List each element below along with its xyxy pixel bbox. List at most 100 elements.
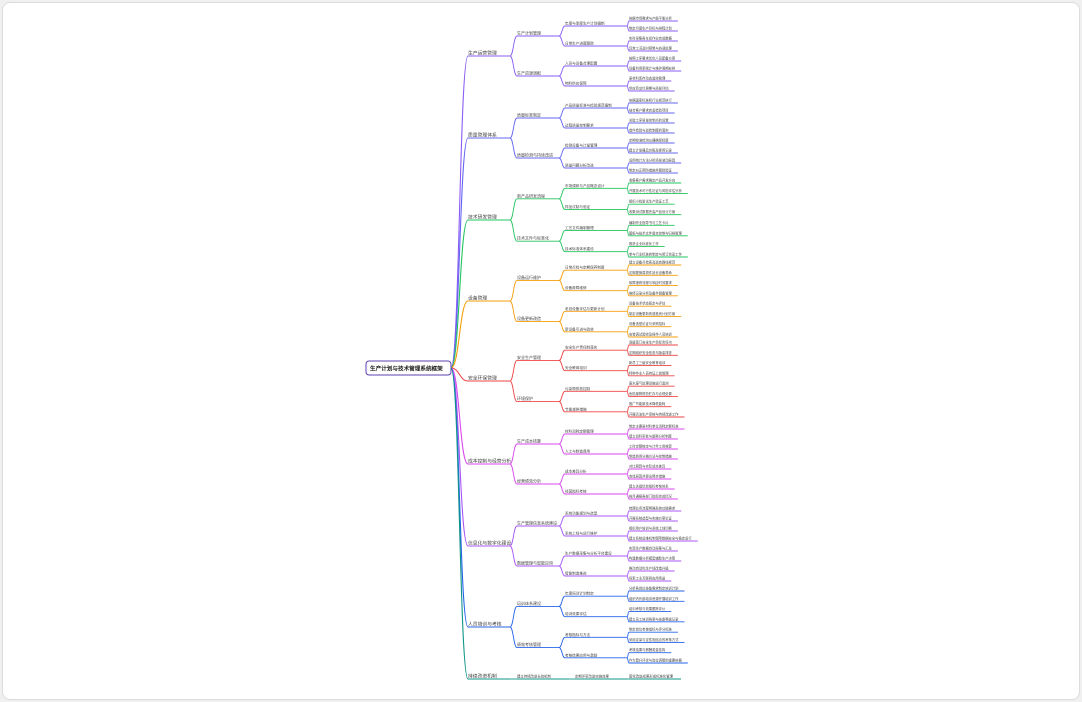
branch-6-sub-2-item-2-label[interactable]: 经营指标考核 [565,489,587,494]
branch-6-label[interactable]: 成本控制与经营分析 [468,458,511,465]
branch-2-sub-1-item-1-label[interactable]: 产品质量标准与检验规范编制 [565,103,612,108]
branch-2-sub-1-item-1-leaf-1-label[interactable]: 依据国家标准和行业规范执行 [629,98,673,103]
branch-2-sub-2-item-2-label[interactable]: 质量问题分析改进 [565,163,594,168]
root-node[interactable]: 生产计划与技术管理系统框架 [365,360,452,376]
branch-1-sub-2-item-1-leaf-2-label[interactable]: 设备利用率统计与维护周期安排 [629,66,676,71]
branch-2-sub-2-item-1-label[interactable]: 检测设备与计量管理 [565,143,598,148]
branch-3-sub-2-item-1-leaf-2-label[interactable]: 图纸与技术文件版本控制与归档管理 [629,230,682,235]
branch-5-sub-1-label[interactable]: 安全生产管理 [517,354,541,360]
branch-4-sub-1-item-2-leaf-2-label[interactable]: 维修记录分析及备件储备管理 [629,290,673,295]
branch-3-sub-1-label[interactable]: 新产品研发流程 [517,192,545,198]
branch-1-sub-2-item-1-leaf-1-label[interactable]: 按照工序要求优化人员配备方案 [629,56,676,61]
branch-3-sub-1-item-1-leaf-1-label[interactable]: 收集客户需求确定产品开发方向 [629,178,675,183]
branch-7-sub-2-label[interactable]: 数据管理与智能应用 [517,560,553,566]
branch-1-sub-1-label[interactable]: 生产计划管理 [517,30,541,36]
branch-5-sub-1-item-2-leaf-2-label[interactable]: 特种作业人员持证上岗管理 [629,370,669,375]
branch-1-sub-2-item-2-leaf-2-label[interactable]: 供应商交付周期与质量评估 [629,86,669,91]
branch-4-sub-1-item-1-leaf-2-label[interactable]: 定期更换易损件延长设备寿命 [629,270,673,275]
branch-4-sub-2-label[interactable]: 设备更新改造 [517,315,541,321]
branch-6-sub-2-item-2-leaf-2-label[interactable]: 按月通报各部门指标完成情况 [629,494,673,499]
branch-1-sub-2-item-2-leaf-1-label[interactable]: 原材料库存动态监控管理 [629,76,666,81]
branch-1-sub-2-item-2-label[interactable]: 物料供应保障 [565,81,587,86]
branch-8-sub-1-item-1-leaf-2-label[interactable]: 组织内外部培训资源开展培训工作 [629,596,679,601]
branch-6-sub-2-label[interactable]: 经营绩效分析 [517,478,541,484]
branch-1-sub-2-item-1-label[interactable]: 人员与设备合理配置 [565,61,598,66]
branch-6-sub-1-item-2-leaf-1-label[interactable]: 工时定额核定与计件工资核算 [629,444,673,449]
branch-6-sub-1-item-1-leaf-1-label[interactable]: 制定主要原材料单位消耗定额标准 [629,424,679,429]
branch-3-label[interactable]: 技术研发管理 [468,214,497,221]
branch-7-sub-1-item-1-leaf-2-label[interactable]: 开展系统选型与实施方案论证 [629,516,673,521]
branch-1-sub-1-item-1-leaf-2-label[interactable]: 制定月度生产目标与排程计划 [629,26,672,31]
branch-4-sub-1-item-1-leaf-1-label[interactable]: 建立设备点检表及巡查路线规范 [629,260,676,265]
branch-3-sub-2-item-2-leaf-2-label[interactable]: 参与行业标准的制定与修订完善工作 [629,252,682,257]
branch-1-sub-1-item-1-label[interactable]: 年度与季度生产计划编制 [565,21,605,26]
branch-5-sub-1-item-2-leaf-1-label[interactable]: 新员工三级安全教育培训 [629,360,666,365]
branch-4-sub-1-item-1-label[interactable]: 日常点检与定期保养制度 [565,265,605,270]
branch-7-sub-1-label[interactable]: 生产管理信息系统建设 [517,520,557,526]
branch-7-label[interactable]: 信息化与数字化建设 [468,540,511,547]
branch-7-sub-2-item-1-label[interactable]: 生产数据采集与分析平台建设 [565,551,612,556]
branch-2-label[interactable]: 质量管理体系 [468,132,497,139]
branch-4-sub-2-item-2-label[interactable]: 新设备引进与验收 [565,326,594,331]
branch-5-sub-2-item-1-label[interactable]: 污染物排放控制 [565,386,591,391]
branch-8-sub-1-item-1-label[interactable]: 年度培训计划制定 [565,591,594,596]
branch-1-sub-1-item-2-label[interactable]: 日常生产进度跟踪 [565,41,594,46]
branch-7-sub-1-item-2-leaf-2-label[interactable]: 建立系统运维机制保障数据安全与稳定运行 [629,536,692,541]
branch-5-sub-1-item-2-label[interactable]: 安全教育培训 [565,365,587,370]
branch-4-sub-2-item-2-leaf-2-label[interactable]: 安装调试验收及操作人员培训 [629,332,673,337]
branch-5-sub-2-item-2-leaf-2-label[interactable]: 开展清洁生产审核与持续改进工作 [629,412,679,417]
branch-2-sub-1-item-1-leaf-2-label[interactable]: 结合客户要求完善检验项目 [629,108,669,113]
branch-5-sub-2-label[interactable]: 环境保护 [517,395,533,401]
branch-8-sub-1-item-1-leaf-1-label[interactable]: 分析各岗位技能需求制定培训计划 [629,586,678,591]
branch-3-sub-1-item-1-leaf-2-label[interactable]: 开展技术可行性论证与风险评估分析 [629,188,682,193]
branch-6-sub-1-label[interactable]: 生产成本核算 [517,438,541,444]
branch-4-sub-2-item-1-leaf-2-label[interactable]: 制定设备更新改造投资计划方案 [629,311,676,316]
branch-9-chain-3-label[interactable]: 固化改进成果形成标准化管理 [629,674,674,679]
branch-8-sub-2-label[interactable]: 绩效考核管理 [517,641,541,647]
branch-5-sub-2-item-2-label[interactable]: 节能减排措施 [565,406,587,411]
branch-2-sub-1-item-2-leaf-2-label[interactable]: 首件检验与巡检制度的落实 [629,128,669,133]
branch-3-sub-1-item-2-leaf-1-label[interactable]: 组织小批量试生产验证工艺 [629,199,669,204]
branch-9-chain-1-label[interactable]: 建立持续改进长效机制 [517,674,552,679]
branch-5-label[interactable]: 安全环保管理 [468,375,497,382]
branch-8-sub-2-item-1-leaf-2-label[interactable]: 采用定量与定性相结合的考核方式 [629,637,679,642]
branch-3-sub-1-item-2-label[interactable]: 样品试制与验证 [565,204,591,209]
branch-3-sub-1-item-2-leaf-2-label[interactable]: 收集测试数据完善产品设计方案 [629,209,676,214]
branch-5-sub-1-item-1-leaf-2-label[interactable]: 定期组织安全检查与隐患排查 [629,350,673,355]
branch-6-sub-1-item-1-leaf-2-label[interactable]: 建立领料审批与超耗分析制度 [629,434,673,439]
branch-2-sub-1-item-2-leaf-1-label[interactable]: 关键工序质量控制点的设置 [629,118,669,123]
branch-1-sub-1-item-1-leaf-1-label[interactable]: 依据市场需求与产能平衡分析 [629,16,673,21]
branch-9-chain-2-label[interactable]: 定期评审改进实施效果 [575,674,610,679]
branch-2-sub-2-item-1-leaf-1-label[interactable]: 定期校准检测仪器确保精度 [629,138,669,143]
branch-1-label[interactable]: 生产运营管理 [468,50,497,57]
branch-5-sub-2-item-2-leaf-1-label[interactable]: 推广节能新技术降低能耗 [629,401,666,406]
branch-7-sub-2-item-1-leaf-2-label[interactable]: 构建数据分析模型辅助生产决策 [629,556,676,561]
branch-8-sub-2-item-1-leaf-1-label[interactable]: 制定岗位考核指标与评分标准 [629,627,673,632]
branch-2-sub-2-label[interactable]: 质量检测与持续改进 [517,152,553,158]
branch-5-sub-2-item-1-leaf-1-label[interactable]: 废水废气处理设施运行监测 [629,381,669,386]
branch-3-sub-1-item-1-label[interactable]: 市场调研与产品概念设计 [565,183,605,188]
branch-6-sub-1-item-1-label[interactable]: 材料消耗定额管理 [565,429,594,434]
branch-7-sub-1-item-1-leaf-1-label[interactable]: 梳理业务流程明确系统功能需求 [629,506,676,511]
branch-7-sub-1-item-2-leaf-1-label[interactable]: 组织用户培训与系统上线切换 [629,526,673,531]
branch-1-sub-1-item-2-leaf-2-label[interactable]: 异常工况及时预警与协调处理 [629,46,673,51]
branch-2-sub-2-item-2-leaf-2-label[interactable]: 制定纠正预防措施并跟踪验证 [629,168,673,173]
branch-8-sub-2-item-2-label[interactable]: 考核结果应用与激励 [565,652,598,657]
branch-8-sub-1-item-2-label[interactable]: 培训效果评估 [565,611,587,616]
branch-1-sub-2-label[interactable]: 生产资源调配 [517,70,541,76]
branch-6-sub-1-item-2-leaf-2-label[interactable]: 制造费用分摊方法与控制措施 [629,454,673,459]
branch-5-sub-2-item-1-leaf-2-label[interactable]: 危险废物规范贮存与合规处置 [629,391,673,396]
branch-3-sub-2-item-2-label[interactable]: 技术标准体系建设 [565,246,594,251]
branch-8-sub-1-label[interactable]: 培训体系建设 [517,600,541,606]
branch-4-sub-2-item-2-leaf-1-label[interactable]: 设备选型论证与采购招标 [629,321,666,326]
branch-7-sub-2-item-2-leaf-1-label[interactable]: 推动自动化生产线改造升级 [629,566,669,571]
branch-1-sub-1-item-2-leaf-1-label[interactable]: 实时采集各车间作业完成数据 [629,36,673,41]
branch-5-sub-1-item-1-leaf-1-label[interactable]: 逐级签订安全生产目标责任书 [629,340,673,345]
branch-3-sub-2-item-1-leaf-1-label[interactable]: 编制作业指导书与工艺卡片 [629,220,669,225]
branch-4-sub-1-item-2-label[interactable]: 设备故障维修 [565,285,587,290]
branch-8-sub-1-item-2-leaf-2-label[interactable]: 建立员工培训档案与技能等级记录 [629,616,679,621]
branch-4-sub-1-label[interactable]: 设备运行维护 [517,274,541,280]
branch-6-sub-1-item-2-label[interactable]: 人工与制造费用 [565,449,591,454]
branch-9-label[interactable]: 持续改进机制 [468,673,497,680]
branch-8-sub-2-item-2-leaf-2-label[interactable]: 作为晋升评优与岗位调整的重要依据 [629,658,682,663]
